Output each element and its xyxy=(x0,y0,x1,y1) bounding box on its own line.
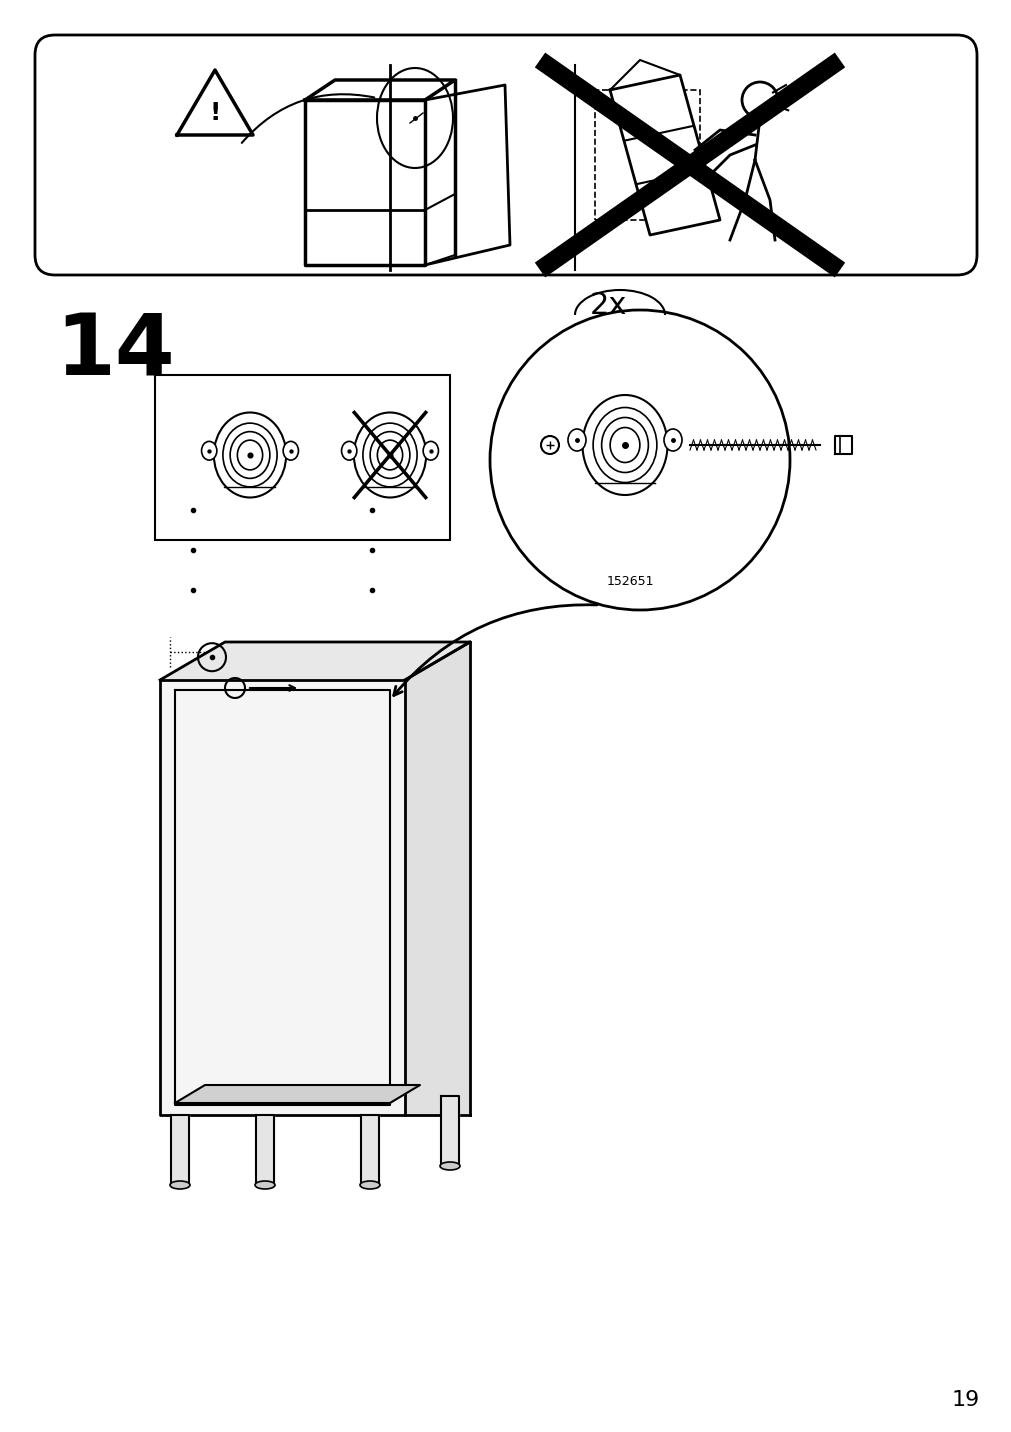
Ellipse shape xyxy=(360,1181,379,1189)
Polygon shape xyxy=(160,680,404,1116)
Ellipse shape xyxy=(663,430,681,451)
Polygon shape xyxy=(160,642,469,680)
Ellipse shape xyxy=(170,1181,190,1189)
Circle shape xyxy=(489,309,790,610)
Polygon shape xyxy=(610,74,719,235)
FancyArrowPatch shape xyxy=(242,95,374,143)
Polygon shape xyxy=(361,1116,379,1186)
Bar xyxy=(594,90,700,221)
Text: 19: 19 xyxy=(950,1390,979,1411)
Ellipse shape xyxy=(567,430,585,451)
Polygon shape xyxy=(175,1085,420,1103)
Polygon shape xyxy=(441,1095,459,1166)
Text: 152651: 152651 xyxy=(606,576,653,589)
Text: !: ! xyxy=(209,102,220,126)
Bar xyxy=(155,375,450,540)
Polygon shape xyxy=(177,70,253,135)
FancyBboxPatch shape xyxy=(35,34,976,275)
Ellipse shape xyxy=(255,1181,275,1189)
Text: 14: 14 xyxy=(55,309,175,392)
Polygon shape xyxy=(404,642,469,1116)
Polygon shape xyxy=(171,1116,189,1186)
Polygon shape xyxy=(834,435,851,454)
Ellipse shape xyxy=(201,441,216,460)
Ellipse shape xyxy=(440,1161,460,1170)
Text: 2x: 2x xyxy=(589,291,627,319)
Ellipse shape xyxy=(342,441,357,460)
Ellipse shape xyxy=(283,441,298,460)
Polygon shape xyxy=(256,1116,274,1186)
FancyArrowPatch shape xyxy=(393,604,596,696)
Ellipse shape xyxy=(423,441,438,460)
